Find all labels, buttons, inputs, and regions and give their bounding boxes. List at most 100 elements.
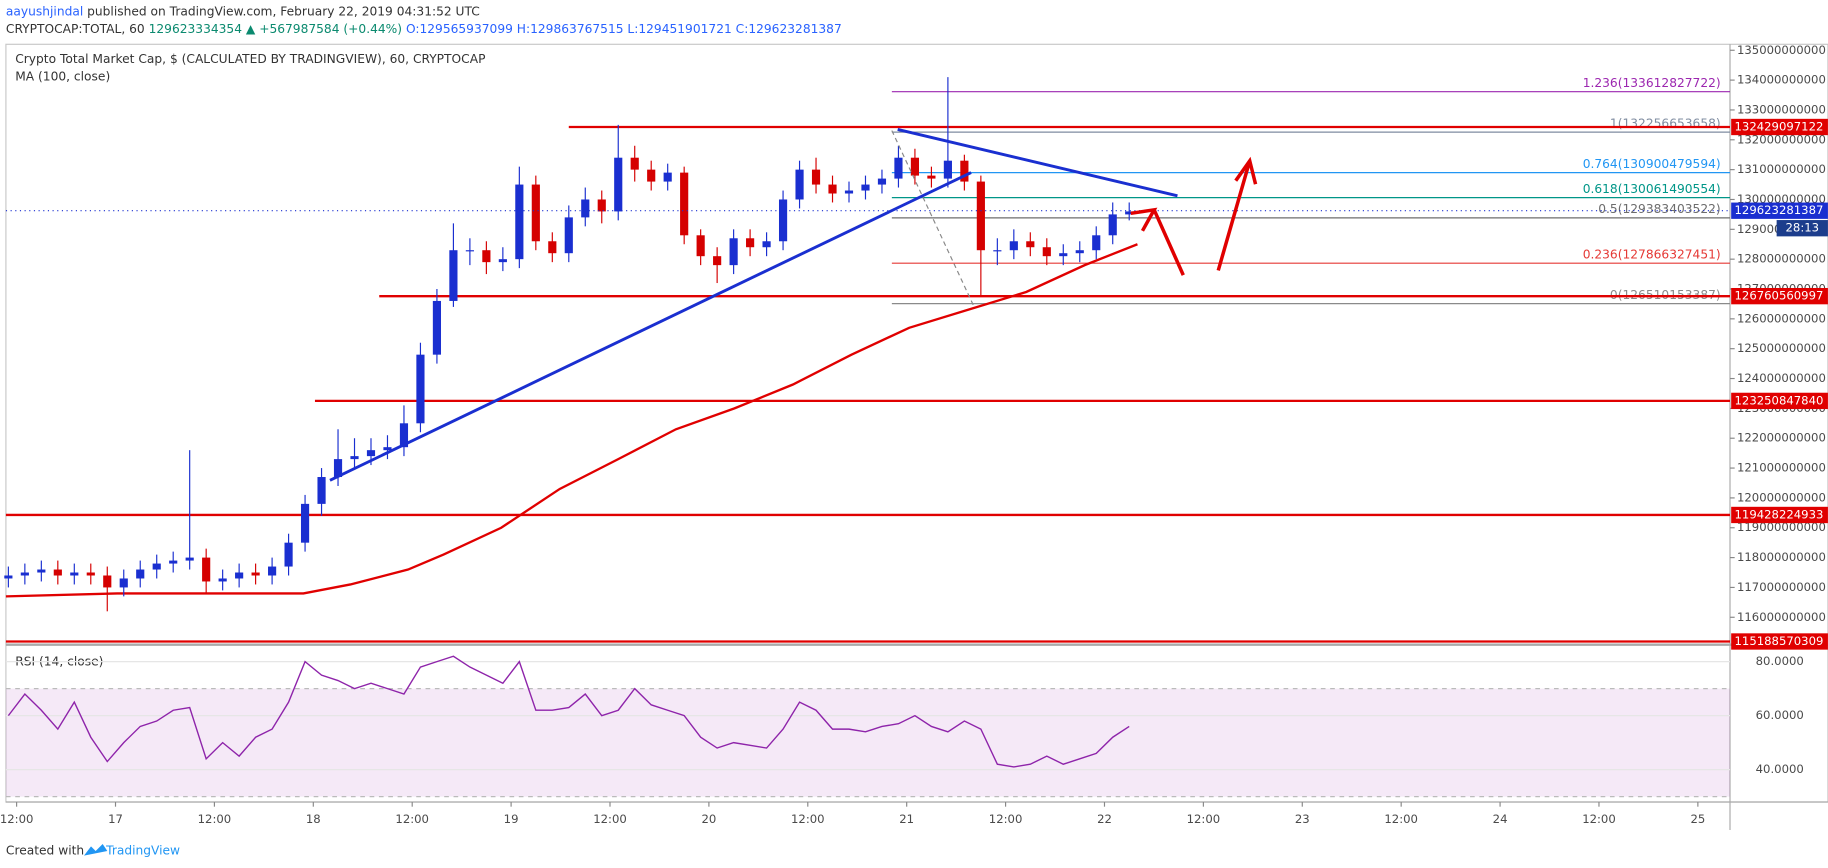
candle-body bbox=[894, 157, 903, 179]
author[interactable]: aayushjindal bbox=[6, 4, 83, 18]
candle-body bbox=[927, 175, 936, 179]
x-tick-label: 12:00 bbox=[198, 812, 232, 826]
rsi-tick-label: 60.0000 bbox=[1756, 708, 1804, 722]
level-label: 115188570309 bbox=[1735, 634, 1824, 648]
change: ▲ +567987584 (+0.44%) bbox=[246, 22, 402, 36]
y-tick-label: 120000000000 bbox=[1737, 490, 1826, 504]
y-tick-label: 126000000000 bbox=[1737, 311, 1826, 325]
rsi-tick-label: 80.0000 bbox=[1756, 654, 1804, 668]
candle-body bbox=[366, 450, 376, 457]
fib-label: 1.236(133612827722) bbox=[1583, 76, 1721, 90]
annotations bbox=[329, 127, 1258, 482]
y-tick-label: 124000000000 bbox=[1737, 371, 1826, 385]
y-tick-label: 130000000000 bbox=[1737, 192, 1826, 206]
candle-body bbox=[680, 172, 689, 236]
candle-body bbox=[202, 557, 211, 582]
trendline bbox=[329, 171, 972, 482]
candle-body bbox=[597, 199, 606, 212]
footer-brand[interactable]: TradingView bbox=[105, 843, 180, 857]
level-tag bbox=[1731, 506, 1828, 524]
candle-body bbox=[828, 184, 837, 194]
candle-body bbox=[70, 572, 79, 576]
low: L:129451901721 bbox=[627, 22, 731, 36]
y-tick-label: 122000000000 bbox=[1737, 431, 1826, 445]
logo bbox=[84, 843, 108, 856]
quote-line: CRYPTOCAP:TOTAL, 60 129623334354 ▲ +5679… bbox=[6, 22, 842, 36]
fib-label: 0(126510153387) bbox=[1610, 288, 1721, 302]
footer-created: Created with bbox=[6, 843, 84, 857]
x-tick-label: 12:00 bbox=[1187, 812, 1221, 826]
y-tick-label: 128000000000 bbox=[1737, 252, 1826, 266]
x-tick-label: 24 bbox=[1493, 812, 1508, 826]
level-tag bbox=[1731, 633, 1828, 650]
candle-body bbox=[844, 190, 854, 194]
y-tick-label: 133000000000 bbox=[1737, 102, 1826, 116]
y-tick-label: 125000000000 bbox=[1737, 341, 1826, 355]
symbol: CRYPTOCAP:TOTAL, 60 bbox=[6, 22, 145, 36]
rsi-band bbox=[5, 688, 1731, 797]
chart-title: Crypto Total Market Cap, $ (CALCULATED B… bbox=[15, 52, 485, 66]
x-tick-label: 19 bbox=[504, 812, 519, 826]
x-tick-label: 12:00 bbox=[989, 812, 1023, 826]
x-tick-label: 12:00 bbox=[0, 812, 33, 826]
x-tick-label: 12:00 bbox=[395, 812, 429, 826]
x-tick-label: 17 bbox=[108, 812, 123, 826]
last-price-tag bbox=[1731, 202, 1828, 219]
candle-body bbox=[1075, 250, 1084, 254]
arrow bbox=[1130, 207, 1158, 232]
candle-body bbox=[169, 560, 178, 564]
header-line: aayushjindal published on TradingView.co… bbox=[6, 4, 480, 18]
x-tick-label: 12:00 bbox=[593, 812, 627, 826]
fib-label: 0.5(129383403522) bbox=[1598, 202, 1720, 216]
high: H:129863767515 bbox=[517, 22, 624, 36]
candle-body bbox=[1059, 253, 1068, 257]
candle-body bbox=[696, 235, 705, 257]
arrow bbox=[1216, 160, 1252, 271]
candle-body bbox=[152, 563, 161, 570]
candle-body bbox=[383, 447, 392, 451]
countdown-tag bbox=[1776, 220, 1828, 237]
candle-body bbox=[614, 157, 623, 212]
close: C:129623281387 bbox=[736, 22, 842, 36]
candle-body bbox=[432, 300, 442, 355]
candle-body bbox=[1092, 235, 1101, 251]
y-tick-label: 118000000000 bbox=[1737, 550, 1826, 564]
published: published on TradingView.com, February 2… bbox=[87, 4, 480, 18]
candle-body bbox=[300, 503, 310, 543]
y-tick-label: 132000000000 bbox=[1737, 132, 1826, 146]
level-label: 132429097122 bbox=[1735, 119, 1824, 133]
candle-body bbox=[515, 184, 524, 260]
candle-body bbox=[630, 157, 639, 170]
candle-body bbox=[910, 157, 920, 176]
candle-body bbox=[136, 569, 145, 579]
candle-body bbox=[185, 557, 194, 561]
candle-body bbox=[218, 578, 227, 582]
ma-line bbox=[5, 243, 1138, 598]
candle-body bbox=[1108, 214, 1117, 236]
open: O:129565937099 bbox=[406, 22, 513, 36]
x-tick-label: 12:00 bbox=[791, 812, 825, 826]
y-tick-label: 117000000000 bbox=[1737, 580, 1826, 594]
candle-body bbox=[960, 160, 969, 182]
candle-body bbox=[729, 238, 738, 266]
plot: 116000000000 117000000000 118000000000 1190… bbox=[0, 43, 1828, 826]
candle-body bbox=[943, 160, 952, 179]
y-tick-label: 131000000000 bbox=[1737, 162, 1826, 176]
candle-body bbox=[399, 423, 409, 448]
candle-body bbox=[713, 256, 722, 266]
x-tick-label: 22 bbox=[1097, 812, 1112, 826]
level-label: 126760560997 bbox=[1735, 289, 1824, 303]
x-tick-label: 21 bbox=[899, 812, 914, 826]
ma-legend: MA (100, close) bbox=[15, 69, 110, 83]
candle-body bbox=[1125, 211, 1134, 215]
y-tick-label: 121000000000 bbox=[1737, 461, 1826, 475]
rsi-tick-label: 40.0000 bbox=[1756, 762, 1804, 776]
candle-body bbox=[581, 199, 590, 218]
candle-body bbox=[762, 241, 771, 248]
level-tag bbox=[1731, 118, 1828, 136]
y-tick-label: 135000000000 bbox=[1737, 43, 1826, 57]
candle-body bbox=[1009, 241, 1018, 251]
candle-body bbox=[333, 459, 343, 478]
